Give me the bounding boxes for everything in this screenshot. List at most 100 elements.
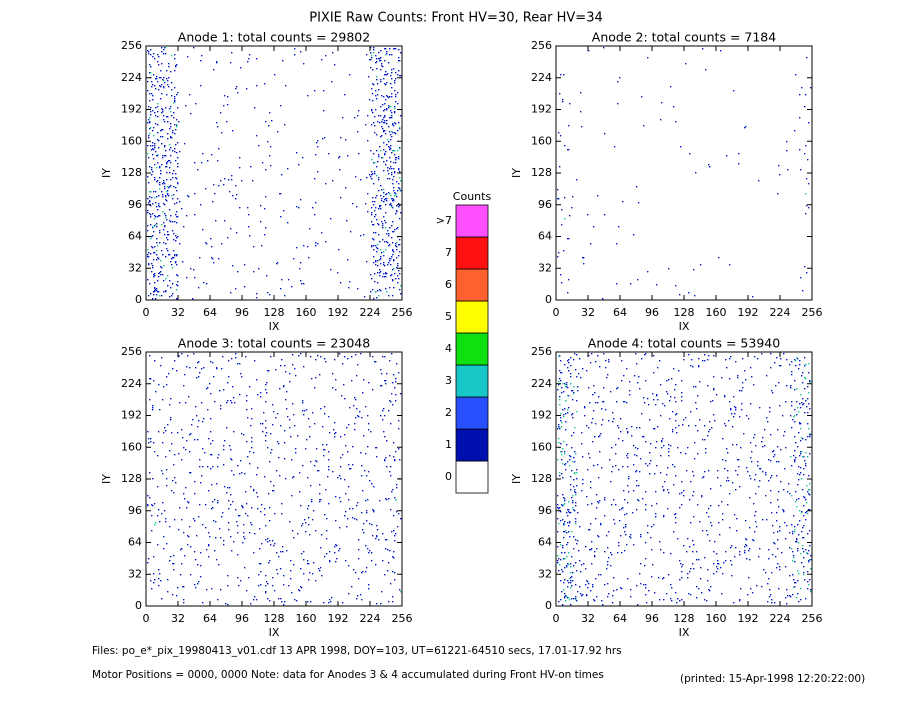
y-tick-label: 0 <box>545 293 552 306</box>
x-axis-label: IX <box>269 626 280 639</box>
x-tick-label: 32 <box>581 306 595 319</box>
pixel-texture-hot <box>147 47 402 297</box>
x-tick-label: 256 <box>802 612 823 625</box>
x-tick-label: 128 <box>674 612 695 625</box>
y-tick-label: 64 <box>128 230 142 243</box>
colorbar-swatch <box>455 460 489 494</box>
y-tick-label: 256 <box>121 345 142 358</box>
y-tick-label: 192 <box>531 409 552 422</box>
x-tick-label: 160 <box>706 612 727 625</box>
x-tick-label: 32 <box>171 306 185 319</box>
y-tick-label: 0 <box>135 293 142 306</box>
x-tick-label: 224 <box>360 612 381 625</box>
y-tick-label: 224 <box>531 71 552 84</box>
colorbar-label: 1 <box>445 438 452 451</box>
x-tick-label: 32 <box>171 612 185 625</box>
y-tick-label: 160 <box>531 440 552 453</box>
panel-title: Anode 4: total counts = 53940 <box>588 336 780 351</box>
y-tick-label: 128 <box>121 472 142 485</box>
colorbar-label: 0 <box>445 470 452 483</box>
footer-printed: (printed: 15-Apr-1998 12:20:22:00) <box>680 673 865 685</box>
x-tick-label: 224 <box>770 612 791 625</box>
colorbar-swatch <box>455 364 489 398</box>
x-tick-label: 64 <box>613 306 627 319</box>
y-tick-label: 96 <box>538 504 552 517</box>
plot-frame <box>555 45 813 301</box>
x-tick-label: 160 <box>296 306 317 319</box>
y-tick-label: 256 <box>121 39 142 52</box>
colorbar-swatch <box>455 332 489 366</box>
x-tick-label: 160 <box>706 306 727 319</box>
plot-frame <box>145 351 403 607</box>
x-tick-label: 0 <box>553 306 560 319</box>
y-tick-label: 224 <box>121 377 142 390</box>
y-axis-label: IY <box>510 168 523 178</box>
colorbar-label: 5 <box>445 310 452 323</box>
colorbar-label: 6 <box>445 278 452 291</box>
y-tick-label: 96 <box>128 504 142 517</box>
colorbar-label: 4 <box>445 342 452 355</box>
x-tick-label: 256 <box>802 306 823 319</box>
y-tick-label: 96 <box>128 198 142 211</box>
y-tick-label: 256 <box>531 39 552 52</box>
x-axis-label: IX <box>679 626 690 639</box>
pixel-texture-hot <box>564 193 807 220</box>
y-tick-label: 0 <box>135 599 142 612</box>
y-tick-label: 128 <box>531 472 552 485</box>
y-tick-label: 224 <box>121 71 142 84</box>
y-axis-label: IY <box>100 168 113 178</box>
colorbar-label: 3 <box>445 374 452 387</box>
y-tick-label: 128 <box>121 166 142 179</box>
footer-note: Motor Positions = 0000, 0000 Note: data … <box>92 669 604 681</box>
y-tick-label: 192 <box>121 103 142 116</box>
colorbar-swatch <box>455 396 489 430</box>
x-axis-label: IX <box>269 320 280 333</box>
y-tick-label: 160 <box>121 440 142 453</box>
x-tick-label: 192 <box>328 612 349 625</box>
x-tick-label: 64 <box>613 612 627 625</box>
y-tick-label: 160 <box>531 134 552 147</box>
x-tick-label: 160 <box>296 612 317 625</box>
y-tick-label: 32 <box>538 567 552 580</box>
y-axis-label: IY <box>510 474 523 484</box>
x-tick-label: 192 <box>738 612 759 625</box>
x-tick-label: 0 <box>143 612 150 625</box>
colorbar-swatch <box>455 300 489 334</box>
plot-frame <box>555 351 813 607</box>
colorbar-swatch <box>455 204 489 238</box>
y-tick-label: 256 <box>531 345 552 358</box>
x-tick-label: 96 <box>645 306 659 319</box>
x-tick-label: 96 <box>235 306 249 319</box>
y-tick-label: 192 <box>121 409 142 422</box>
x-tick-label: 128 <box>264 612 285 625</box>
y-axis-label: IY <box>100 474 113 484</box>
panel-title: Anode 1: total counts = 29802 <box>178 30 370 45</box>
x-tick-label: 96 <box>645 612 659 625</box>
x-tick-label: 256 <box>392 612 413 625</box>
pixel-texture <box>147 47 402 300</box>
y-tick-label: 64 <box>538 230 552 243</box>
colorbar-title: Counts <box>453 190 492 203</box>
y-tick-label: 0 <box>545 599 552 612</box>
y-tick-label: 32 <box>128 567 142 580</box>
colorbar-swatch <box>455 268 489 302</box>
figure-title: PIXIE Raw Counts: Front HV=30, Rear HV=3… <box>309 11 603 26</box>
y-tick-label: 64 <box>538 536 552 549</box>
footer-files: Files: po_e*_pix_19980413_v01.cdf 13 APR… <box>92 645 622 657</box>
pixel-texture <box>557 353 812 606</box>
x-tick-label: 64 <box>203 612 217 625</box>
x-tick-label: 192 <box>738 306 759 319</box>
x-tick-label: 32 <box>581 612 595 625</box>
x-tick-label: 0 <box>143 306 150 319</box>
panel-title: Anode 3: total counts = 23048 <box>178 336 370 351</box>
colorbar-swatch <box>455 236 489 270</box>
x-tick-label: 128 <box>674 306 695 319</box>
x-tick-label: 64 <box>203 306 217 319</box>
y-tick-label: 32 <box>538 261 552 274</box>
x-tick-label: 96 <box>235 612 249 625</box>
y-tick-label: 192 <box>531 103 552 116</box>
colorbar-label: 7 <box>445 246 452 259</box>
x-tick-label: 128 <box>264 306 285 319</box>
